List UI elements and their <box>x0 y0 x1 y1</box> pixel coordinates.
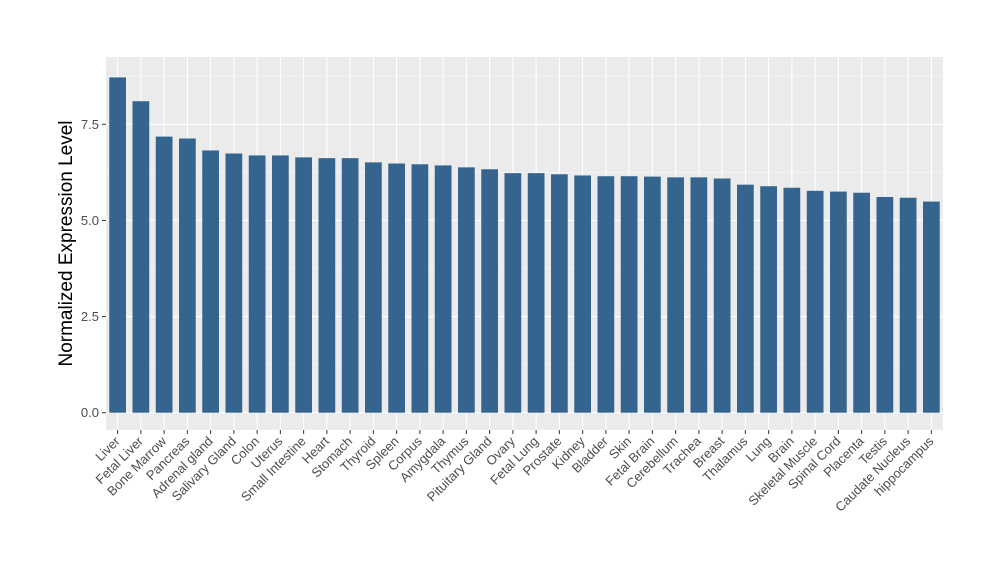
bar <box>783 187 801 413</box>
bar <box>806 190 824 413</box>
y-tick-label: 0.0 <box>81 405 99 420</box>
plot-panel <box>106 57 943 430</box>
bar <box>248 155 266 413</box>
bar <box>458 167 475 413</box>
bar <box>202 150 219 413</box>
bar <box>132 101 150 413</box>
bar <box>620 176 638 413</box>
bar <box>225 153 243 413</box>
bar <box>597 176 615 413</box>
y-tick-label: 7.5 <box>81 117 99 132</box>
bar <box>411 164 429 413</box>
bar <box>690 177 708 413</box>
y-tick-label: 5.0 <box>81 213 99 228</box>
bar <box>899 197 917 413</box>
bar <box>923 201 940 413</box>
bar <box>853 192 870 413</box>
bar <box>504 173 522 413</box>
bar <box>760 186 777 413</box>
bar <box>830 191 847 413</box>
bar <box>295 157 312 413</box>
bar <box>644 176 661 413</box>
bar <box>527 173 545 413</box>
bar <box>667 177 684 413</box>
bar <box>318 158 336 413</box>
bar <box>434 165 452 413</box>
bar <box>876 196 894 413</box>
bar <box>341 158 359 413</box>
bar <box>365 162 382 413</box>
y-tick-label: 2.5 <box>81 309 99 324</box>
y-axis-label: Normalized Expression Level <box>56 120 77 366</box>
bar <box>272 155 289 413</box>
bar <box>713 178 731 413</box>
bar <box>388 163 405 413</box>
bars <box>109 77 940 413</box>
bar <box>737 184 754 413</box>
y-axis: 0.0 2.5 5.0 7.5 <box>81 117 106 420</box>
bar <box>109 77 126 413</box>
bar <box>551 174 568 413</box>
bar <box>155 136 173 413</box>
bar <box>179 138 196 413</box>
bar <box>481 169 498 413</box>
bar <box>574 175 591 413</box>
